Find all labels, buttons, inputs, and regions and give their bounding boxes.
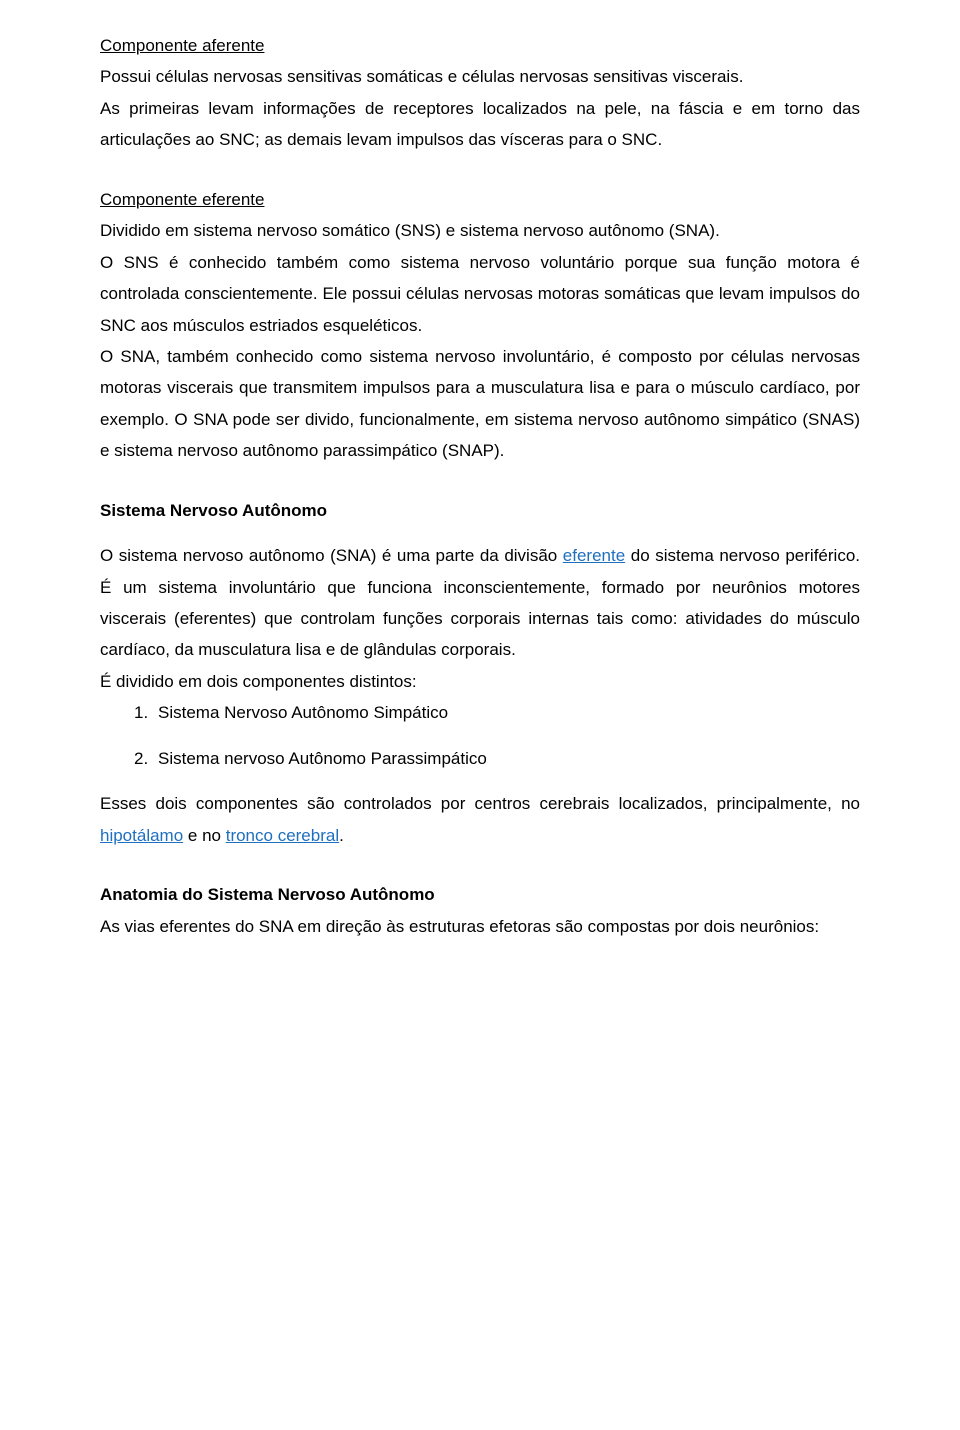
spacer [100, 467, 860, 495]
link-tronco-cerebral[interactable]: tronco cerebral [226, 826, 339, 845]
text-control-after: . [339, 826, 344, 845]
paragraph-eferente-1: Dividido em sistema nervoso somático (SN… [100, 215, 860, 246]
paragraph-sna-1: O sistema nervoso autônomo (SNA) é uma p… [100, 540, 860, 666]
link-hipotalamo[interactable]: hipotálamo [100, 826, 183, 845]
paragraph-eferente-2: O SNS é conhecido também como sistema ne… [100, 247, 860, 341]
list-number: 1. [134, 697, 158, 728]
spacer [100, 851, 860, 879]
heading-anatomia-sna: Anatomia do Sistema Nervoso Autônomo [100, 879, 860, 910]
paragraph-sna-control: Esses dois componentes são controlados p… [100, 788, 860, 851]
heading-sistema-nervoso-autonomo: Sistema Nervoso Autônomo [100, 495, 860, 526]
list-text-parassimpatico: Sistema nervoso Autônomo Parassimpático [158, 743, 487, 774]
paragraph-aferente-2: As primeiras levam informações de recept… [100, 93, 860, 156]
paragraph-aferente-1: Possui células nervosas sensitivas somát… [100, 61, 860, 92]
heading-componente-eferente: Componente eferente [100, 184, 860, 215]
link-eferente[interactable]: eferente [563, 546, 625, 565]
paragraph-anatomia-1: As vias eferentes do SNA em direção às e… [100, 911, 860, 942]
spacer [100, 729, 860, 743]
paragraph-sna-divided: É dividido em dois componentes distintos… [100, 666, 860, 697]
document-page: Componente aferente Possui células nervo… [0, 0, 960, 1430]
list-text-simpatico: Sistema Nervoso Autônomo Simpático [158, 697, 448, 728]
text-sna-before: O sistema nervoso autônomo (SNA) é uma p… [100, 546, 563, 565]
text-control-between: e no [183, 826, 226, 845]
spacer [100, 526, 860, 540]
list-item-2: 2. Sistema nervoso Autônomo Parassimpáti… [100, 743, 860, 774]
spacer [100, 156, 860, 184]
spacer [100, 774, 860, 788]
text-control-before: Esses dois componentes são controlados p… [100, 794, 860, 813]
list-item-1: 1. Sistema Nervoso Autônomo Simpático [100, 697, 860, 728]
list-number: 2. [134, 743, 158, 774]
paragraph-eferente-3: O SNA, também conhecido como sistema ner… [100, 341, 860, 467]
heading-componente-aferente: Componente aferente [100, 30, 860, 61]
